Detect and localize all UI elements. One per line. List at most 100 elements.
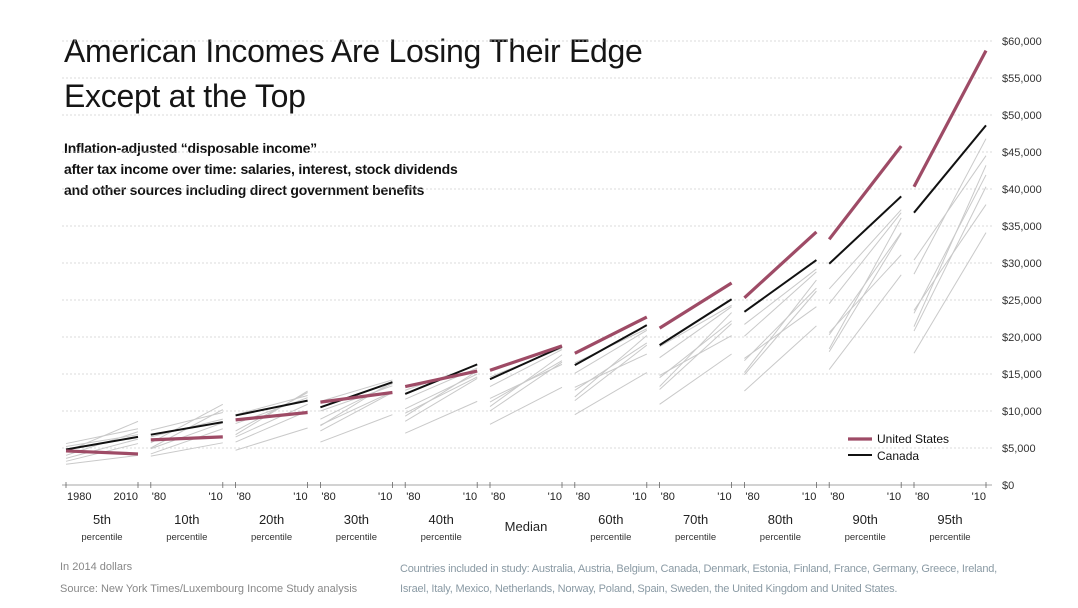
series-line-other-country bbox=[150, 428, 223, 455]
x-year-label: '80 bbox=[237, 491, 251, 503]
group-sublabel: percentile bbox=[845, 532, 886, 543]
y-tick-label: $40,000 bbox=[1002, 184, 1042, 196]
x-year-label: '10 bbox=[378, 491, 392, 503]
group-label: 60th bbox=[598, 512, 623, 527]
series-line-other-country bbox=[235, 392, 308, 432]
x-year-label: '80 bbox=[915, 491, 929, 503]
y-tick-label: $0 bbox=[1002, 480, 1014, 492]
x-year-label: '10 bbox=[972, 491, 986, 503]
x-year-label: '80 bbox=[321, 491, 335, 503]
series-line-other-country bbox=[320, 391, 393, 426]
group-sublabel: percentile bbox=[590, 532, 631, 543]
group-sublabel: percentile bbox=[251, 532, 292, 543]
series-line-other-country bbox=[489, 354, 563, 407]
legend-label-united-states: United States bbox=[877, 432, 949, 446]
series-line-other-country bbox=[489, 386, 563, 425]
series-line-other-country bbox=[320, 380, 393, 427]
series-line-other-country bbox=[828, 254, 902, 333]
y-tick-label: $15,000 bbox=[1002, 369, 1042, 381]
x-year-label: '10 bbox=[887, 491, 901, 503]
series-line-other-country bbox=[320, 392, 393, 432]
series-line-canada bbox=[828, 195, 902, 265]
series-line-other-country bbox=[235, 403, 308, 438]
group-label: Median bbox=[505, 519, 548, 534]
series-line-other-country bbox=[404, 400, 478, 434]
group-label: 95th bbox=[937, 512, 962, 527]
series-line-united-states bbox=[743, 230, 818, 299]
series-line-other-country bbox=[65, 434, 139, 448]
series-line-other-country bbox=[489, 349, 563, 388]
y-tick-label: $10,000 bbox=[1002, 406, 1042, 418]
series-line-other-country bbox=[659, 304, 732, 348]
x-year-label: '80 bbox=[661, 491, 675, 503]
series-line-united-states bbox=[404, 369, 478, 389]
x-year-label: 1980 bbox=[67, 491, 91, 503]
series-line-united-states bbox=[827, 145, 903, 241]
series-line-other-country bbox=[913, 155, 987, 261]
series-line-other-country bbox=[744, 306, 817, 359]
series-line-other-country bbox=[574, 329, 648, 374]
group-sublabel: percentile bbox=[421, 532, 462, 543]
x-year-label: 2010 bbox=[114, 491, 138, 503]
group-sublabel: percentile bbox=[675, 532, 716, 543]
x-year-label: '10 bbox=[548, 491, 562, 503]
countries-note-line2: Israel, Italy, Mexico, Netherlands, Norw… bbox=[400, 583, 898, 595]
group-label: 20th bbox=[259, 512, 284, 527]
series-line-other-country bbox=[65, 454, 139, 465]
group-label: 90th bbox=[853, 512, 878, 527]
series-line-other-country bbox=[744, 268, 817, 325]
series-line-other-country bbox=[744, 325, 817, 392]
series-line-united-states bbox=[235, 410, 308, 422]
x-year-label: '80 bbox=[830, 491, 844, 503]
series-line-other-country bbox=[828, 274, 902, 370]
series-line-united-states bbox=[320, 390, 393, 404]
subtitle-line2: after tax income over time: salaries, in… bbox=[64, 161, 458, 177]
series-line-other-country bbox=[659, 353, 732, 405]
series-line-canada bbox=[913, 124, 987, 214]
x-year-label: '80 bbox=[152, 491, 166, 503]
y-tick-label: $60,000 bbox=[1002, 36, 1042, 48]
group-label: 80th bbox=[768, 512, 793, 527]
x-year-label: '80 bbox=[745, 491, 759, 503]
series-line-united-states bbox=[150, 435, 223, 442]
series-line-other-country bbox=[574, 372, 648, 416]
group-sublabel: percentile bbox=[166, 532, 207, 543]
series-line-other-country bbox=[235, 410, 308, 443]
y-tick-label: $50,000 bbox=[1002, 110, 1042, 122]
series-line-other-country bbox=[150, 411, 223, 431]
y-tick-label: $55,000 bbox=[1002, 73, 1042, 85]
series-line-other-country bbox=[828, 212, 902, 305]
x-year-label: '80 bbox=[406, 491, 420, 503]
group-label: 70th bbox=[683, 512, 708, 527]
series-line-united-states bbox=[489, 344, 563, 372]
y-tick-label: $45,000 bbox=[1002, 147, 1042, 159]
series-line-other-country bbox=[828, 233, 902, 353]
chart-title-line1: American Incomes Are Losing Their Edge bbox=[64, 33, 643, 69]
series-line-other-country bbox=[574, 353, 648, 388]
series-line-other-country bbox=[913, 138, 987, 275]
series-line-other-country bbox=[744, 287, 817, 362]
y-tick-label: $5,000 bbox=[1002, 443, 1036, 455]
series-line-other-country bbox=[150, 403, 224, 444]
x-year-label: '10 bbox=[717, 491, 731, 503]
group-label: 10th bbox=[174, 512, 199, 527]
series-line-united-states bbox=[912, 49, 988, 188]
x-year-label: '10 bbox=[802, 491, 816, 503]
series-line-other-country bbox=[659, 306, 732, 359]
series-line-canada bbox=[659, 298, 733, 346]
group-label: 30th bbox=[344, 512, 369, 527]
series-line-other-country bbox=[404, 373, 478, 410]
group-sublabel: percentile bbox=[929, 532, 970, 543]
series-line-other-country bbox=[659, 323, 732, 390]
series-line-canada bbox=[235, 399, 308, 417]
series-line-other-country bbox=[828, 209, 902, 290]
source-note: Source: New York Times/Luxembourg Income… bbox=[60, 583, 358, 595]
group-sublabel: percentile bbox=[81, 532, 122, 543]
legend-label-canada: Canada bbox=[877, 449, 919, 463]
series-line-other-country bbox=[913, 186, 987, 332]
series-line-other-country bbox=[489, 360, 563, 403]
series-line-other-country bbox=[320, 379, 393, 402]
series-line-other-country bbox=[404, 370, 478, 417]
series-line-canada bbox=[743, 259, 817, 313]
series-line-canada bbox=[65, 435, 139, 451]
